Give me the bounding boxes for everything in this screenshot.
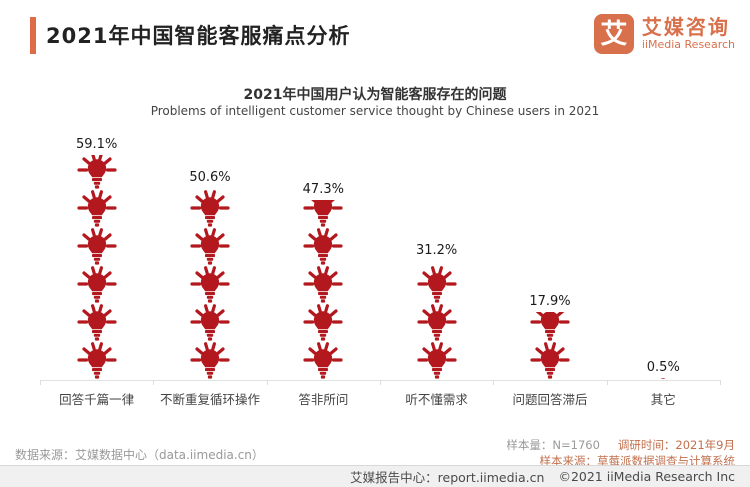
- page-title: 2021年中国智能客服痛点分析: [46, 24, 351, 48]
- axis-tick: [606, 380, 608, 385]
- x-axis-labels: 回答千篇一律 不断重复循环操作 答非所问 听不懂需求 问题回答滞后 其它: [40, 389, 720, 408]
- lightbulb-icon: [77, 266, 117, 303]
- logo-glyph: 艾: [600, 18, 628, 50]
- lightbulb-icon: [303, 342, 343, 379]
- lightbulb-icon: [530, 342, 570, 379]
- lightbulb-icon: [303, 304, 343, 341]
- pictogram-bar: [640, 378, 686, 380]
- data-source-note: 数据来源：艾媒数据中心（data.iimedia.cn）: [15, 448, 264, 462]
- bar-value-label: 31.2%: [415, 243, 458, 259]
- pictogram-bar: [74, 155, 120, 380]
- lightbulb-icon: [417, 266, 457, 303]
- copyright-text: ©2021 iiMedia Research Inc: [558, 469, 735, 484]
- lightbulb-icon: [190, 304, 230, 341]
- iimedia-logo-icon: 艾: [593, 14, 634, 54]
- bar-value-label: 59.1%: [76, 137, 118, 153]
- lightbulb-icon: [190, 228, 230, 265]
- bar-value-label: 0.5%: [646, 360, 680, 376]
- bar-column: 47.3%: [267, 133, 380, 380]
- bar-chart-plot: 59.1%: [40, 133, 720, 380]
- lightbulb-icon: [190, 190, 230, 227]
- lightbulb-icon: [303, 200, 343, 227]
- axis-tick: [720, 380, 721, 385]
- lightbulb-icon: [417, 342, 457, 379]
- lightbulb-icon: [77, 155, 117, 189]
- lightbulb-icon: [417, 304, 457, 341]
- lightbulb-icon: [77, 228, 117, 265]
- bar-column: 0.5%: [607, 133, 720, 380]
- report-center-link[interactable]: 艾媒报告中心：report.iimedia.cn: [350, 470, 545, 485]
- logo-name-cn: 艾媒咨询: [641, 15, 730, 40]
- lightbulb-icon: [77, 304, 117, 341]
- footer-divider: [0, 465, 750, 466]
- axis-tick: [493, 380, 495, 385]
- category-label: 问题回答滞后: [512, 392, 588, 407]
- pictogram-bar: [414, 261, 460, 380]
- axis-tick: [153, 380, 155, 385]
- logo-name-en: iiMedia Research: [641, 38, 735, 52]
- lightbulb-icon: [530, 312, 570, 341]
- bar-column: 31.2%: [380, 133, 493, 380]
- header-accent-bar: [30, 17, 36, 54]
- category-label: 其它: [650, 392, 676, 407]
- lightbulb-icon: [77, 342, 117, 379]
- sample-info-line2: 样本来源：草莓派数据调查与计算系统: [540, 453, 736, 469]
- lightbulb-icon: [190, 266, 230, 303]
- bar-column: 50.6%: [153, 133, 266, 380]
- lightbulb-icon: [303, 228, 343, 265]
- chart-subtitle: Problems of intelligent customer service…: [150, 104, 600, 118]
- chart-title: 2021年中国用户认为智能客服存在的问题: [243, 87, 507, 103]
- sample-source-text: 样本来源：草莓派数据调查与计算系统: [539, 454, 736, 468]
- lightbulb-icon: [303, 266, 343, 303]
- axis-tick: [266, 380, 268, 385]
- bar-value-label: 50.6%: [189, 169, 231, 185]
- lightbulb-icon: [190, 342, 230, 379]
- axis-tick: [40, 380, 41, 385]
- bar-value-label: 17.9%: [529, 294, 571, 309]
- lightbulb-icon: [661, 378, 666, 379]
- sample-info-line1: 样本量：N=1760 调研时间：2021年9月: [506, 437, 735, 453]
- iimedia-logo: 艾 艾媒咨询 iiMedia Research: [593, 14, 735, 54]
- bar-value-label: 47.3%: [302, 182, 344, 198]
- lightbulb-icon: [77, 190, 117, 227]
- survey-time-text: 调研时间：2021年9月: [617, 438, 735, 452]
- pictogram-bar: [300, 200, 346, 380]
- category-label: 回答千篇一律: [59, 392, 135, 407]
- axis-tick: [380, 380, 381, 385]
- bottom-bar: 艾媒报告中心：report.iimedia.cn ©2021 iiMedia Re…: [0, 466, 750, 487]
- pictogram-bar: [187, 188, 233, 380]
- pictogram-bar: [527, 312, 573, 380]
- category-label: 答非所问: [298, 392, 349, 407]
- bar-column: 59.1%: [40, 133, 153, 380]
- sample-size-text: 样本量：N=1760: [506, 438, 600, 452]
- category-label: 不断重复循环操作: [159, 392, 260, 407]
- bar-column: 17.9%: [493, 133, 606, 380]
- category-label: 听不懂需求: [405, 392, 468, 407]
